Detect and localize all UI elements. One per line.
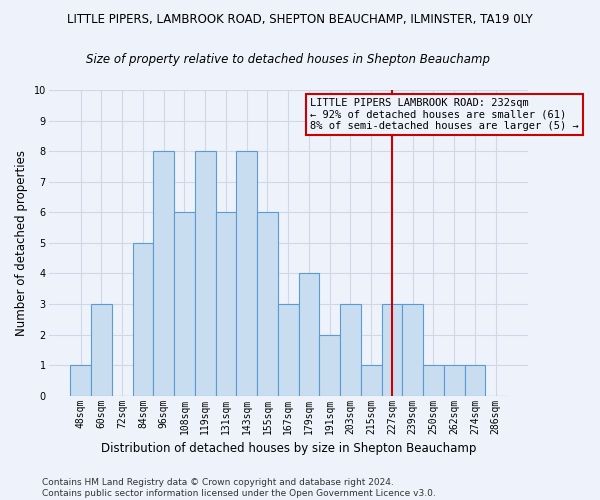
Bar [464, 365, 485, 396]
Text: LITTLE PIPERS LAMBROOK ROAD: 232sqm
← 92% of detached houses are smaller (61)
8%: LITTLE PIPERS LAMBROOK ROAD: 232sqm ← 92… [310, 98, 578, 131]
Text: LITTLE PIPERS, LAMBROOK ROAD, SHEPTON BEAUCHAMP, ILMINSTER, TA19 0LY: LITTLE PIPERS, LAMBROOK ROAD, SHEPTON BE… [67, 12, 533, 26]
Bar [278, 304, 299, 396]
Bar [236, 152, 257, 396]
Bar [257, 212, 278, 396]
Bar [215, 212, 236, 396]
Bar [174, 212, 195, 396]
Title: Size of property relative to detached houses in Shepton Beauchamp: Size of property relative to detached ho… [86, 52, 490, 66]
Bar [403, 304, 423, 396]
Bar [91, 304, 112, 396]
Bar [382, 304, 403, 396]
Bar [340, 304, 361, 396]
Text: Contains HM Land Registry data © Crown copyright and database right 2024.
Contai: Contains HM Land Registry data © Crown c… [42, 478, 436, 498]
Bar [361, 365, 382, 396]
X-axis label: Distribution of detached houses by size in Shepton Beauchamp: Distribution of detached houses by size … [101, 442, 476, 455]
Bar [154, 152, 174, 396]
Bar [70, 365, 91, 396]
Bar [299, 274, 319, 396]
Y-axis label: Number of detached properties: Number of detached properties [15, 150, 28, 336]
Bar [444, 365, 464, 396]
Bar [423, 365, 444, 396]
Bar [195, 152, 215, 396]
Bar [319, 334, 340, 396]
Bar [133, 243, 154, 396]
